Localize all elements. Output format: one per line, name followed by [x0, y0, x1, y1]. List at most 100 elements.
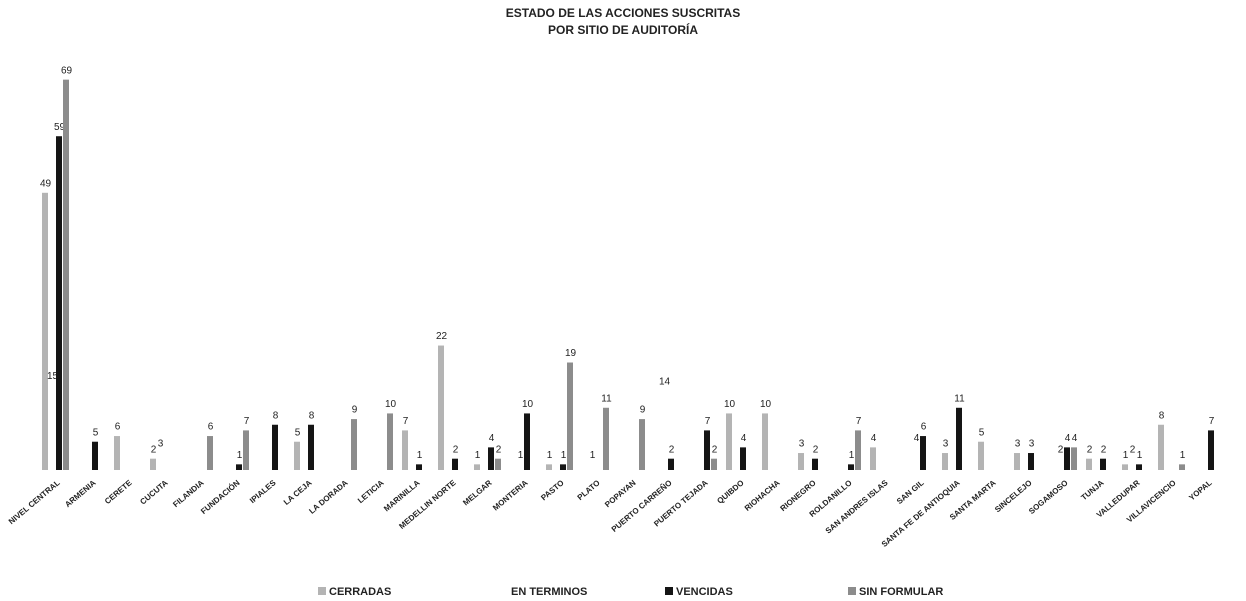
x-tick-label: LA CEJA	[282, 478, 314, 507]
data-label: 11	[601, 393, 612, 404]
bar	[668, 458, 674, 470]
data-label: 2	[496, 444, 502, 455]
data-label: 7	[403, 416, 409, 427]
data-label: 1	[1137, 450, 1143, 461]
bar	[870, 447, 876, 470]
data-label: 10	[522, 399, 534, 410]
chart-title: POR SITIO DE AUDITORÍA	[548, 22, 698, 37]
bar	[452, 458, 458, 470]
bar	[294, 441, 300, 470]
x-tick-label: FILANDIA	[171, 478, 206, 509]
data-label: 1	[547, 450, 553, 461]
bar	[49, 385, 55, 470]
data-label: 3	[943, 439, 949, 450]
data-label: 8	[273, 410, 279, 421]
data-label: 3	[1029, 439, 1035, 450]
data-label: 8	[309, 410, 315, 421]
x-tick-label: PUERTO CARREÑO	[610, 478, 674, 534]
data-label: 7	[705, 416, 711, 427]
data-label: 7	[856, 416, 862, 427]
x-tick-label: RIOHACHA	[743, 478, 782, 513]
bar	[704, 430, 710, 470]
bar	[1028, 453, 1034, 470]
data-label: 1	[417, 450, 423, 461]
data-label: 5	[93, 427, 99, 438]
data-label: 2	[1058, 444, 1064, 455]
data-label: 9	[352, 405, 358, 416]
data-label: 11	[954, 393, 965, 404]
bar	[1208, 430, 1214, 470]
bar	[546, 464, 552, 470]
legend-swatch	[500, 587, 508, 595]
chart-title: ESTADO DE LAS ACCIONES SUSCRITAS	[506, 6, 740, 20]
bar	[603, 407, 609, 470]
bar	[495, 458, 501, 470]
data-label: 15	[47, 371, 59, 382]
x-tick-label: MELGAR	[461, 478, 494, 507]
bar	[956, 407, 962, 470]
bar	[920, 436, 926, 470]
data-label: 7	[1209, 416, 1215, 427]
data-label: 1	[590, 450, 596, 461]
bar	[726, 413, 732, 470]
bar	[560, 464, 566, 470]
data-label: 10	[724, 399, 736, 410]
bar	[517, 464, 523, 470]
bar	[236, 464, 242, 470]
data-label: 14	[659, 376, 671, 387]
data-label: 9	[640, 405, 646, 416]
data-label: 6	[208, 422, 214, 433]
data-label: 2	[151, 444, 157, 455]
x-tick-label: PLATO	[576, 478, 602, 502]
bar	[1057, 458, 1063, 470]
legend-label: SIN FORMULAR	[859, 586, 943, 598]
data-label: 4	[914, 433, 920, 444]
bar	[711, 458, 717, 470]
data-label: 3	[158, 439, 164, 450]
data-label: 49	[40, 178, 52, 189]
bar	[1179, 464, 1185, 470]
bar	[42, 192, 48, 471]
data-label: 4	[871, 433, 877, 444]
bar	[157, 453, 163, 470]
x-tick-label: POPAYAN	[603, 478, 638, 509]
bar	[1129, 458, 1135, 470]
data-label: 3	[799, 439, 805, 450]
bar	[913, 447, 919, 470]
bar	[978, 441, 984, 470]
bar	[207, 436, 213, 470]
x-tick-label: IPIALES	[248, 478, 278, 505]
x-tick-label: QUIBDO	[715, 478, 745, 505]
data-label: 6	[115, 422, 121, 433]
data-label: 1	[237, 450, 243, 461]
bar	[474, 464, 480, 470]
bar	[416, 464, 422, 470]
x-tick-label: YOPAL	[1187, 478, 1214, 502]
data-label: 1	[475, 450, 481, 461]
data-label: 2	[453, 444, 459, 455]
x-tick-label: SOGAMOSO	[1027, 478, 1070, 516]
bar	[567, 362, 573, 470]
bar	[1086, 458, 1092, 470]
data-label: 1	[849, 450, 855, 461]
bar	[942, 453, 948, 470]
data-label: 59	[54, 122, 66, 133]
legend-swatch	[848, 587, 856, 595]
x-tick-label: CUCUTA	[138, 478, 169, 506]
bar	[488, 447, 494, 470]
data-label: 3	[1015, 439, 1021, 450]
bar	[63, 79, 69, 471]
x-tick-label: NIVEL CENTRAL	[7, 478, 62, 526]
data-label: 7	[244, 416, 250, 427]
bar	[387, 413, 393, 470]
bar	[272, 424, 278, 470]
data-label: 2	[712, 444, 718, 455]
bar	[855, 430, 861, 470]
data-label: 10	[760, 399, 772, 410]
bar	[114, 436, 120, 470]
x-tick-label: SAN ANDRES ISLAS	[824, 478, 890, 536]
bar	[308, 424, 314, 470]
bar	[351, 419, 357, 470]
x-tick-label: FUNDACIÓN	[199, 478, 242, 516]
bar	[639, 419, 645, 470]
